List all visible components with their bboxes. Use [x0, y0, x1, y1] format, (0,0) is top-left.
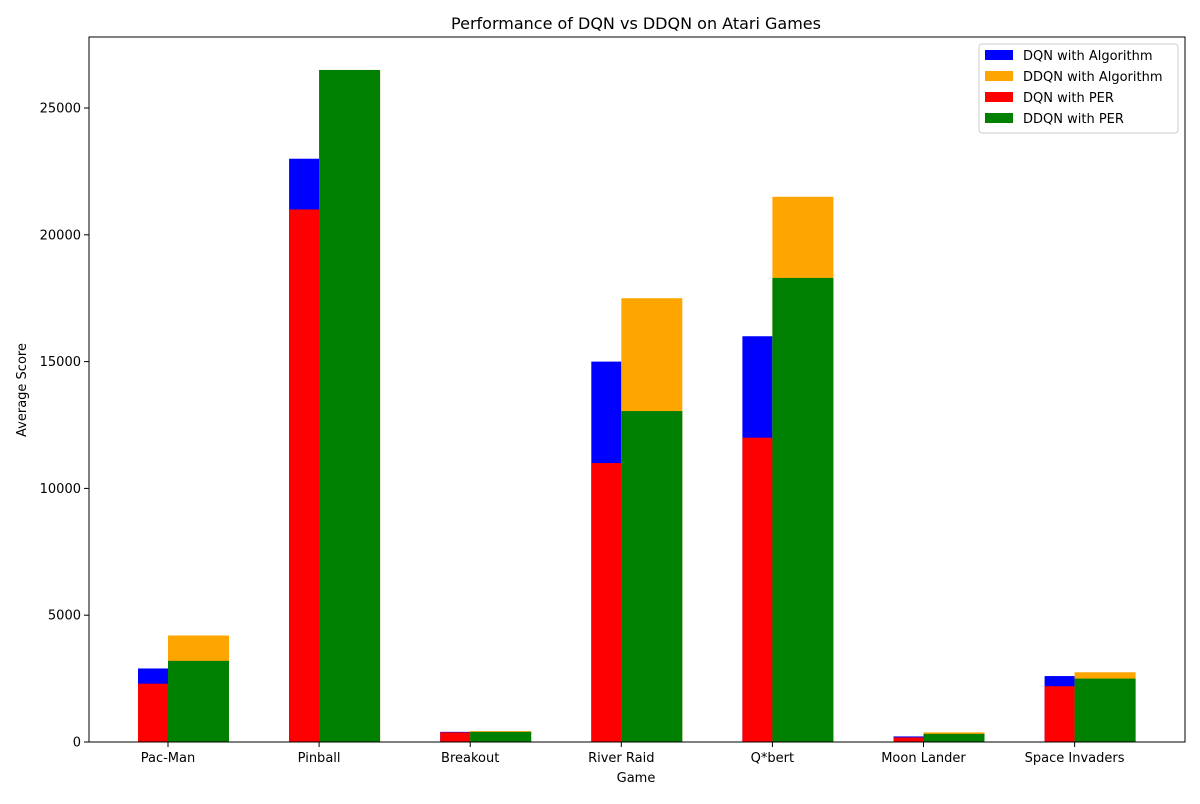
x-tick-label: Breakout [441, 751, 499, 766]
chart-title: Performance of DQN vs DDQN on Atari Game… [451, 14, 821, 33]
x-tick-label: Moon Lander [881, 751, 966, 766]
legend-label-ddqn-with-algorithm: DDQN with Algorithm [1023, 70, 1163, 85]
bar-dqn-with-per-pinball [289, 209, 320, 742]
bar-ddqn-with-per-river-raid [621, 411, 683, 742]
y-axis-title: Average Score [15, 343, 30, 437]
y-tick-label: 20000 [40, 228, 81, 243]
y-tick-label: 15000 [40, 355, 81, 370]
legend-label-ddqn-with-per: DDQN with PER [1023, 112, 1124, 127]
x-tick-label: Space Invaders [1025, 751, 1125, 766]
legend-swatch-ddqn-with-algorithm [985, 71, 1013, 81]
x-tick-label: Q*bert [751, 751, 794, 766]
bar-dqn-with-per-pac-man [138, 683, 168, 742]
y-tick-label: 25000 [40, 102, 81, 117]
legend: DQN with Algorithm DDQN with Algorithm DQN… [978, 43, 1179, 134]
legend-frame [978, 43, 1179, 134]
bar-dqn-with-per-river-raid [591, 463, 622, 742]
legend-swatch-ddqn-with-per [985, 113, 1013, 123]
bar-ddqn-with-per-pac-man [168, 660, 229, 742]
legend-label-dqn-with-per: DQN with PER [1023, 91, 1114, 106]
plot-frame [88, 36, 1186, 743]
bar-dqn-with-per-space-invaders [1044, 686, 1075, 742]
bars-group [138, 69, 1136, 743]
y-tick-label: 5000 [48, 609, 81, 624]
bar-ddqn-with-per-q-bert [772, 277, 834, 742]
y-tick-label: 10000 [40, 482, 81, 497]
legend-swatch-dqn-with-per [985, 92, 1013, 102]
bar-ddqn-with-per-pinball [319, 69, 381, 743]
x-tick-label: Pac-Man [141, 751, 195, 766]
legend-swatch-dqn-with-algorithm [985, 50, 1013, 60]
x-tick-label: River Raid [588, 751, 654, 766]
legend-label-dqn-with-algorithm: DQN with Algorithm [1023, 49, 1152, 64]
x-tick-label: Pinball [298, 751, 341, 766]
y-axis: 0 5000 10000 15000 20000 25000 [40, 102, 89, 751]
bar-dqn-with-per-moon-lander [893, 737, 924, 742]
bar-ddqn-with-per-moon-lander [923, 733, 985, 742]
bar-dqn-with-per-q-bert [742, 437, 773, 742]
x-axis-title: Game [617, 771, 656, 786]
bar-ddqn-with-per-space-invaders [1074, 678, 1136, 742]
y-tick-label: 0 [73, 736, 81, 751]
bar-ddqn-with-per-breakout [470, 731, 532, 742]
bar-dqn-with-per-breakout [440, 732, 471, 742]
x-axis: Pac-Man Pinball Breakout River Raid Q*bert Mo… [141, 742, 1125, 766]
